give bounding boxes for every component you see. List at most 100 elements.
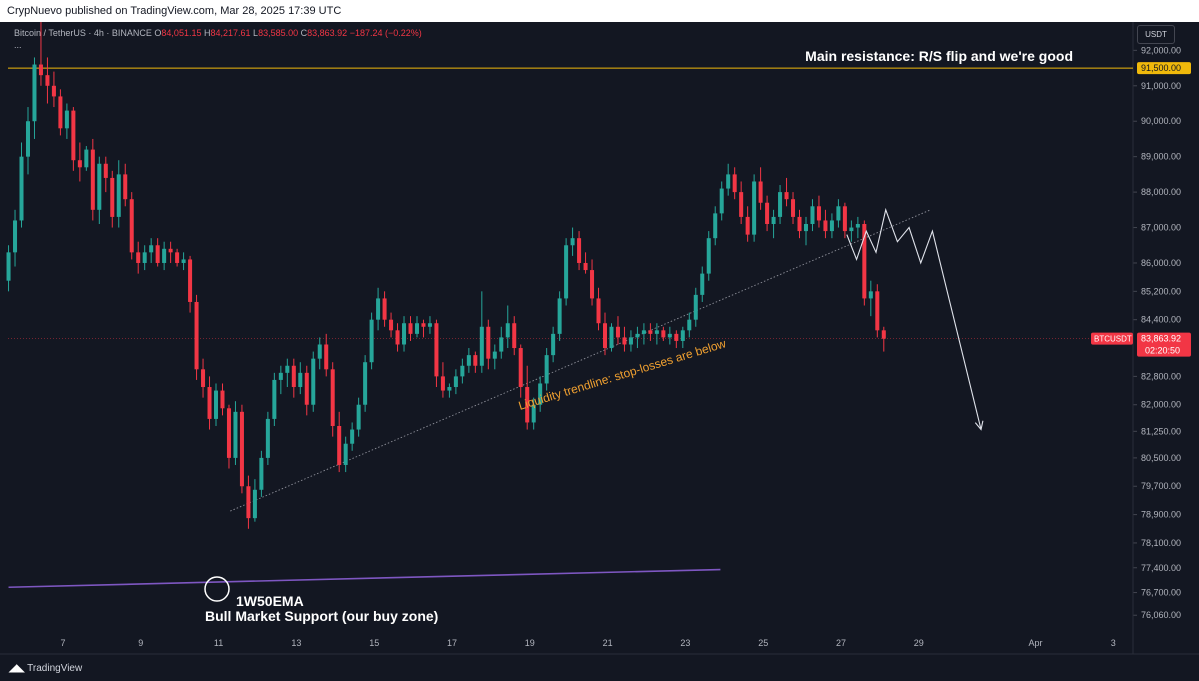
candle-body [19, 156, 24, 221]
candle [175, 248, 180, 267]
candle [291, 358, 296, 398]
candle [97, 156, 102, 224]
candle [246, 475, 251, 529]
candle [752, 174, 757, 242]
candle-body [803, 224, 808, 232]
candle-body [213, 390, 219, 419]
candle-body [168, 248, 173, 253]
candle [719, 181, 724, 221]
candle-body [175, 252, 180, 263]
chart-frame[interactable] [7, 22, 1193, 654]
candle-body [201, 369, 206, 388]
candle [615, 316, 620, 345]
candle [155, 238, 160, 267]
candle-body [823, 220, 828, 232]
candle-body [427, 323, 432, 327]
x-tick-label: Apr [1028, 638, 1042, 648]
candle-body [551, 333, 556, 356]
candle-body [421, 323, 426, 327]
y-tick-label: 92,000.00 [1141, 45, 1181, 55]
candle [881, 326, 886, 352]
candle [810, 199, 815, 232]
candle-body [700, 273, 705, 295]
candle-body [564, 245, 569, 299]
candle [492, 344, 497, 370]
candle [596, 287, 601, 331]
candle [414, 316, 419, 338]
candle-body [680, 330, 685, 341]
symbol-legend[interactable]: Bitcoin / TetherUS · 4h · BINANCE O84,05… [14, 28, 422, 50]
candle-body [350, 429, 355, 444]
candle [272, 372, 277, 426]
open-label: O [154, 28, 162, 38]
resistance-price-tag [1137, 62, 1191, 75]
candle [142, 245, 147, 271]
candle-body [51, 85, 56, 97]
candle-body [343, 443, 348, 465]
candle-body [233, 411, 238, 458]
candle [706, 231, 711, 281]
publisher-bar: CrypNuevo published on TradingView.com, … [0, 0, 1199, 22]
symbol-name[interactable]: Bitcoin / TetherUS · 4h · BINANCE [14, 28, 152, 38]
candle-body [207, 387, 212, 419]
y-tick-label: 88,000.00 [1141, 187, 1181, 197]
candle-body [602, 323, 608, 349]
candle-body [531, 404, 536, 423]
low-value: 83,585.00 [258, 28, 299, 38]
candle-body [479, 326, 484, 366]
candle-body [311, 358, 316, 405]
candle [330, 362, 335, 437]
tv-logo-icon: ◢◣ [9, 663, 28, 674]
x-tick-label: 29 [914, 638, 924, 648]
ema-annotation-title: 1W50EMA [236, 593, 304, 609]
candle-body [570, 238, 575, 246]
candle-body [389, 319, 394, 331]
candle-body [363, 362, 368, 405]
candle-body [868, 291, 873, 299]
currency-button[interactable]: USDT [1137, 25, 1175, 44]
footer: ◢◣ TradingView [0, 656, 1199, 681]
candle [278, 365, 283, 395]
candle [823, 209, 828, 239]
candle [84, 146, 89, 171]
candle [226, 404, 231, 469]
x-tick-label: 27 [836, 638, 846, 648]
candle [745, 206, 750, 242]
candle [389, 312, 394, 338]
candle-body [706, 238, 711, 274]
candle-body [317, 344, 322, 359]
candle-body [836, 206, 841, 221]
candle-body [272, 379, 277, 419]
candle-body [265, 418, 270, 458]
legend-more-button[interactable]: ... [14, 40, 22, 50]
projection-layer [846, 207, 984, 431]
candle-body [667, 333, 672, 338]
candle-body [298, 372, 303, 388]
y-tick-label: 84,400.00 [1141, 315, 1181, 325]
y-tick-label: 82,800.00 [1141, 371, 1181, 381]
candle-body [609, 326, 614, 349]
x-tick-label: 11 [214, 638, 223, 648]
candle-body [544, 355, 549, 384]
candle-body [726, 174, 731, 189]
projection-path [846, 207, 982, 430]
candle-body [486, 326, 491, 359]
candle-body [155, 245, 160, 263]
ticker-label: BTCUSDT [1094, 335, 1132, 344]
candle [771, 209, 776, 239]
candle [220, 383, 225, 416]
ticker-tag [1091, 332, 1133, 345]
candle-body [194, 301, 199, 370]
candle [486, 319, 491, 370]
candle-body [615, 326, 620, 338]
candle [408, 316, 413, 341]
candle [803, 216, 808, 246]
candle [680, 326, 685, 349]
candle [265, 411, 270, 465]
candle-body [226, 408, 231, 458]
candle [181, 252, 186, 271]
tradingview-logo[interactable]: ◢◣ TradingView [9, 663, 82, 674]
candle-body [414, 323, 419, 334]
candle-body [648, 330, 653, 334]
